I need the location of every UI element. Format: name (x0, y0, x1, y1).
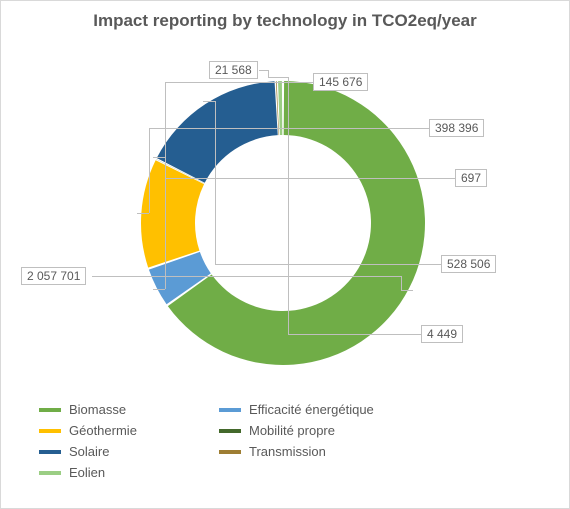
datalabel-g-othermie: 398 396 (429, 119, 484, 137)
legend-item-eolien: Eolien (39, 465, 219, 480)
chart-title: Impact reporting by technology in TCO2eq… (11, 11, 559, 31)
legend-swatch (219, 450, 241, 454)
datalabel-biomasse: 2 057 701 (21, 267, 86, 285)
legend-label: Géothermie (69, 423, 137, 438)
legend-item-biomasse: Biomasse (39, 402, 219, 417)
legend-item-efficacit-nerg-tique: Efficacité énergétique (219, 402, 399, 417)
datalabel-eolien: 21 568 (209, 61, 258, 79)
legend: Biomasse Efficacité énergétique Géothermie… (11, 395, 559, 483)
legend-label: Eolien (69, 465, 105, 480)
chart-frame: Impact reporting by technology in TCO2eq… (0, 0, 570, 509)
legend-swatch (219, 429, 241, 433)
legend-swatch (39, 429, 61, 433)
legend-label: Mobilité propre (249, 423, 335, 438)
legend-label: Solaire (69, 444, 109, 459)
legend-label: Biomasse (69, 402, 126, 417)
legend-swatch (39, 450, 61, 454)
doughnut-chart: 2 057 701 145 676 398 396 697 528 506 4 449 21… (11, 35, 559, 395)
datalabel-mobilit-propre: 697 (455, 169, 487, 187)
datalabel-solaire: 528 506 (441, 255, 496, 273)
legend-item-mobilit-propre: Mobilité propre (219, 423, 399, 438)
legend-item-transmission: Transmission (219, 444, 399, 459)
legend-item-g-othermie: Géothermie (39, 423, 219, 438)
legend-swatch (39, 471, 61, 475)
legend-swatch (219, 408, 241, 412)
slice-solaire (157, 81, 278, 183)
datalabel-efficacit-nerg-tique: 145 676 (313, 73, 368, 91)
legend-label: Efficacité énergétique (249, 402, 374, 417)
legend-item-solaire: Solaire (39, 444, 219, 459)
datalabel-transmission: 4 449 (421, 325, 463, 343)
legend-label: Transmission (249, 444, 326, 459)
legend-swatch (39, 408, 61, 412)
